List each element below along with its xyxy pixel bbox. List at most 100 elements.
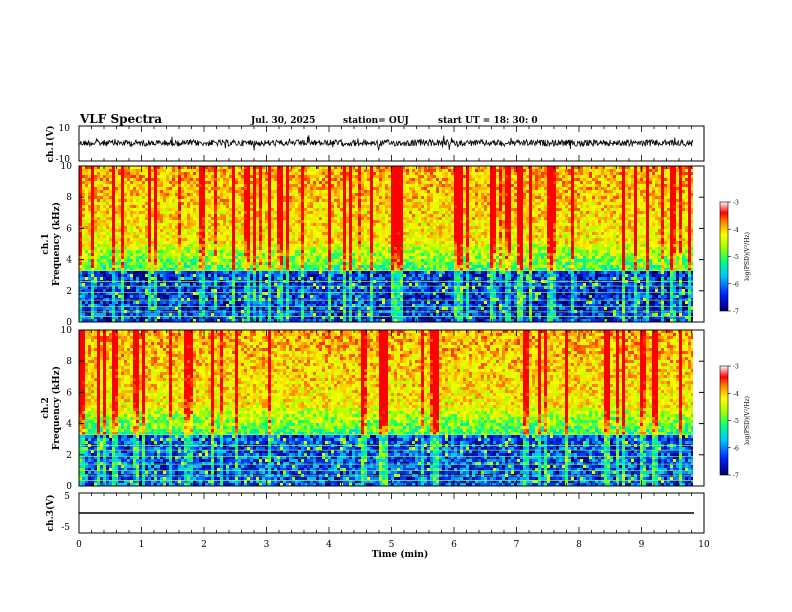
spectrogram-cell [145,244,148,247]
spectrogram-cell [364,250,367,253]
spectrogram-cell [85,268,88,271]
spectrogram-cell [313,262,316,265]
spectrogram-cell [298,250,301,253]
spectrogram-cell [325,262,328,265]
spectrogram-cell [184,247,187,250]
spectrogram-cell [358,298,361,301]
spectrogram-cell [229,265,232,268]
spectrogram-cell [82,220,85,223]
spectrogram-cell [187,268,190,271]
spectrogram-cell [271,289,274,292]
spectrogram-cell [190,187,193,190]
spectrogram-cell [205,268,208,271]
spectrogram-cell [184,286,187,289]
spectrogram-cell [259,313,262,316]
spectrogram-cell [193,229,196,232]
spectrogram-cell [208,226,211,229]
spectrogram-cell [352,178,355,181]
spectrogram-cell [85,178,88,181]
spectrogram-cell [169,178,172,181]
spectrogram-cell [325,259,328,262]
spectrogram-cell [169,268,172,271]
spectrogram-cell [259,214,262,217]
spectrogram-cell [193,217,196,220]
spectrogram-cell [280,271,283,274]
spectrogram-cell [214,295,217,298]
spectrogram-cell [223,181,226,184]
spectrogram-cell [184,232,187,235]
spectrogram-cell [103,289,106,292]
spectrogram-cell [91,319,94,322]
spectrogram-cell [175,175,178,178]
spectrogram-cell [229,214,232,217]
spectrogram-cell [328,175,331,178]
spectrogram-cell [154,193,157,196]
spectrogram-cell [133,184,136,187]
spectrogram-cell [211,256,214,259]
spectrogram-cell [88,307,91,310]
spectrogram-cell [133,265,136,268]
spectrogram-cell [205,190,208,193]
spectrogram-cell [148,250,151,253]
spectrogram-cell [205,196,208,199]
spectrogram-cell [154,286,157,289]
spectrogram-cell [91,205,94,208]
spectrogram-cell [130,268,133,271]
spectrogram-cell [289,307,292,310]
spectrogram-cell [91,265,94,268]
spectrogram-cell [238,289,241,292]
spectrogram-cell [244,259,247,262]
spectrogram-cell [352,208,355,211]
spectrogram-cell [139,229,142,232]
spectrogram-cell [223,226,226,229]
spectrogram-cell [283,181,286,184]
spectrogram-cell [325,184,328,187]
spectrogram-cell [340,265,343,268]
spectrogram-cell [340,316,343,319]
spectrogram-cell [220,205,223,208]
spectrogram-cell [250,193,253,196]
spectrogram-cell [238,271,241,274]
spectrogram-cell [268,229,271,232]
spectrogram-cell [88,184,91,187]
spectrogram-cell [94,238,97,241]
spectrogram-cell [289,181,292,184]
spectrogram-cell [331,301,334,304]
spectrogram-cell [289,166,292,169]
spectrogram-cell [364,262,367,265]
spectrogram-cell [166,304,169,307]
spectrogram-cell [292,295,295,298]
spectrogram-cell [163,283,166,286]
spectrogram-cell [175,286,178,289]
spectrogram-cell [316,319,319,322]
spectrogram-cell [331,307,334,310]
spectrogram-cell [112,169,115,172]
spectrogram-cell [187,316,190,319]
spectrogram-cell [244,184,247,187]
spectrogram-cell [103,181,106,184]
spectrogram-cell [169,196,172,199]
spectrogram-cell [304,301,307,304]
spectrogram-cell [121,292,124,295]
spectrogram-cell [130,166,133,169]
spectrogram-cell [88,238,91,241]
spectrogram-cell [361,274,364,277]
spectrogram-cell [313,202,316,205]
spectrogram-cell [121,184,124,187]
spectrogram-cell [181,268,184,271]
spectrogram-cell [166,205,169,208]
spectrogram-cell [136,220,139,223]
spectrogram-cell [130,220,133,223]
spectrogram-cell [238,190,241,193]
spectrogram-cell [289,247,292,250]
spectrogram-cell [274,199,277,202]
spectrogram-cell [175,172,178,175]
spectrogram-cell [229,268,232,271]
spectrogram-cell [127,298,130,301]
spectrogram-cell [175,247,178,250]
spectrogram-cell [265,313,268,316]
spectrogram-cell [253,181,256,184]
spectrogram-cell [298,214,301,217]
spectrogram-cell [355,214,358,217]
spectrogram-cell [145,220,148,223]
